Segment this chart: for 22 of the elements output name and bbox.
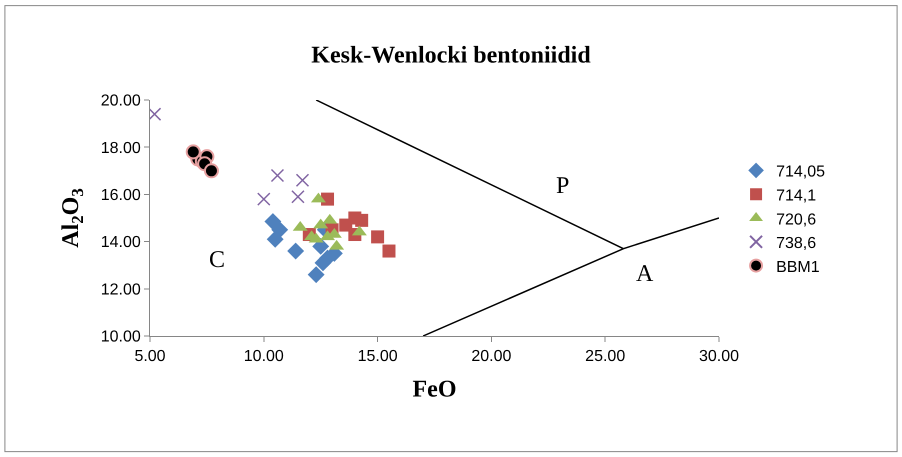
y-tick-label: 10.00 <box>100 328 141 346</box>
x-tick-label: 25.00 <box>585 348 626 366</box>
annotation: A <box>636 261 654 287</box>
legend-label: 720,6 <box>776 211 816 228</box>
y-tick-label: 12.00 <box>100 281 141 298</box>
legend-label: 714,1 <box>776 187 816 204</box>
y-tick-label: 16.00 <box>100 187 141 204</box>
x-tick-label: 10.00 <box>244 348 284 366</box>
x-axis-title: FeO <box>412 376 456 402</box>
annotation: P <box>556 173 570 199</box>
y-tick-label: 14.00 <box>100 234 141 252</box>
legend-label: 714,05 <box>776 164 826 181</box>
x-tick-label: 15.00 <box>358 348 398 366</box>
chart-title: Kesk-Wenlocki bentoniidid <box>311 42 592 68</box>
x-tick-label: 5.00 <box>134 348 166 366</box>
x-tick-label: 20.00 <box>471 348 512 366</box>
legend-label: 738,6 <box>776 235 816 252</box>
x-tick-label: 30.00 <box>698 348 740 366</box>
legend-label: BBM1 <box>776 258 820 276</box>
y-tick-label: 20.00 <box>100 92 141 110</box>
annotation: C <box>209 247 226 273</box>
y-tick-label: 18.00 <box>100 140 141 157</box>
